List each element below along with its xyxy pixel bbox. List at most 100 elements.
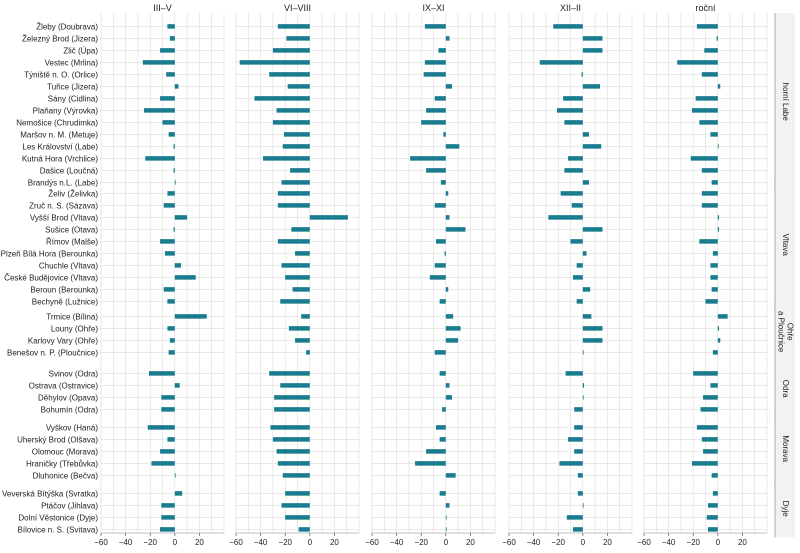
group-label: Morava — [781, 435, 790, 462]
bar — [161, 395, 175, 400]
group-label: horní Labe — [781, 83, 790, 122]
bar — [288, 326, 310, 331]
x-tick-label: −60 — [94, 538, 108, 547]
bar — [582, 227, 603, 232]
bar — [174, 473, 176, 478]
station-label: Vestec (Mrlina) — [45, 58, 99, 67]
bar — [704, 48, 718, 53]
bar — [582, 350, 584, 355]
bar — [696, 24, 718, 29]
bar — [277, 461, 310, 466]
bar — [574, 407, 583, 412]
bar — [174, 314, 207, 319]
station-label: Zlič (Úpa) — [63, 46, 98, 55]
station-label: Chuchle (Vltava) — [39, 261, 98, 270]
bar — [717, 314, 728, 319]
station-label: Dašice (Loučná) — [40, 166, 99, 175]
bar — [445, 215, 450, 220]
bar — [572, 275, 583, 280]
station-label: Plaňany (Výrovka) — [33, 106, 99, 115]
bar — [161, 515, 175, 520]
bar — [570, 239, 583, 244]
station-label: Ptáčov (Jihlava) — [41, 501, 98, 510]
bar — [691, 108, 718, 113]
x-tick-label: −20 — [414, 538, 428, 547]
bar — [582, 314, 592, 319]
bar — [174, 383, 180, 388]
bar — [696, 425, 718, 430]
station-label: Sušice (Otava) — [45, 225, 98, 234]
bar — [167, 299, 175, 304]
bar — [424, 60, 446, 65]
facet-strip — [775, 180, 795, 310]
station-label: Dluhonice (Bečva) — [33, 471, 99, 480]
facet-strip — [775, 303, 795, 361]
station-label: Bílovice n. S. (Svitava) — [18, 525, 99, 534]
bar — [445, 527, 447, 532]
panel-title: IX–XI — [422, 3, 444, 13]
bar — [173, 227, 175, 232]
bar — [445, 515, 447, 520]
bar — [581, 72, 583, 77]
bar — [582, 84, 601, 89]
station-label: Louny (Ohře) — [51, 324, 98, 333]
bar — [445, 473, 456, 478]
bar — [710, 383, 718, 388]
station-label: Beroun (Berounka) — [30, 285, 98, 294]
x-tick-label: 20 — [738, 538, 747, 547]
bar — [582, 287, 591, 292]
bar — [712, 350, 718, 355]
x-tick-label: −40 — [527, 538, 541, 547]
bar — [445, 314, 454, 319]
station-label: Hraničky (Třebůvka) — [26, 459, 98, 468]
bar — [174, 263, 181, 268]
bar — [564, 168, 583, 173]
bar — [274, 407, 310, 412]
x-tick-label: −60 — [229, 538, 243, 547]
bar — [574, 425, 583, 430]
panel-title: VI–VIII — [284, 3, 311, 13]
bar — [582, 144, 602, 149]
bar — [147, 425, 175, 430]
x-tick-label: −20 — [551, 538, 565, 547]
bar — [701, 437, 718, 442]
x-tick-label: 0 — [308, 538, 313, 547]
x-tick-label: 0 — [173, 538, 178, 547]
x-tick-label: 0 — [581, 538, 586, 547]
station-label: Týniště n. O. (Orlice) — [24, 70, 98, 79]
bar — [566, 515, 583, 520]
bar — [270, 425, 310, 430]
bar — [445, 191, 449, 196]
bar — [287, 84, 310, 89]
bar — [445, 36, 450, 41]
bar — [706, 515, 718, 520]
bar — [424, 24, 446, 29]
bar — [166, 72, 175, 77]
station-label: Ostrava (Ostravice) — [29, 381, 99, 390]
bar — [174, 215, 188, 220]
station-label: Kutná Hora (Vrchlice) — [22, 154, 99, 163]
x-tick-label: 20 — [330, 538, 339, 547]
bar — [695, 96, 718, 101]
bar — [716, 36, 718, 41]
bar — [169, 36, 175, 41]
bar — [269, 371, 310, 376]
facet-strip — [775, 360, 795, 418]
station-label: Zruč n. S. (Sázava) — [29, 201, 98, 210]
bar — [700, 407, 718, 412]
bar — [707, 503, 718, 508]
panel-title: roční — [695, 3, 716, 13]
bar — [295, 338, 310, 343]
bar — [434, 203, 446, 208]
bar — [438, 48, 446, 53]
bar — [717, 144, 719, 149]
bar — [282, 473, 310, 478]
x-tick-label: −20 — [278, 538, 292, 547]
bar — [445, 227, 466, 232]
bar — [239, 60, 310, 65]
bar — [272, 48, 310, 53]
station-label: Maršov n. M. (Metuje) — [20, 130, 98, 139]
bar — [699, 120, 718, 125]
bar — [571, 203, 583, 208]
bar — [556, 108, 583, 113]
